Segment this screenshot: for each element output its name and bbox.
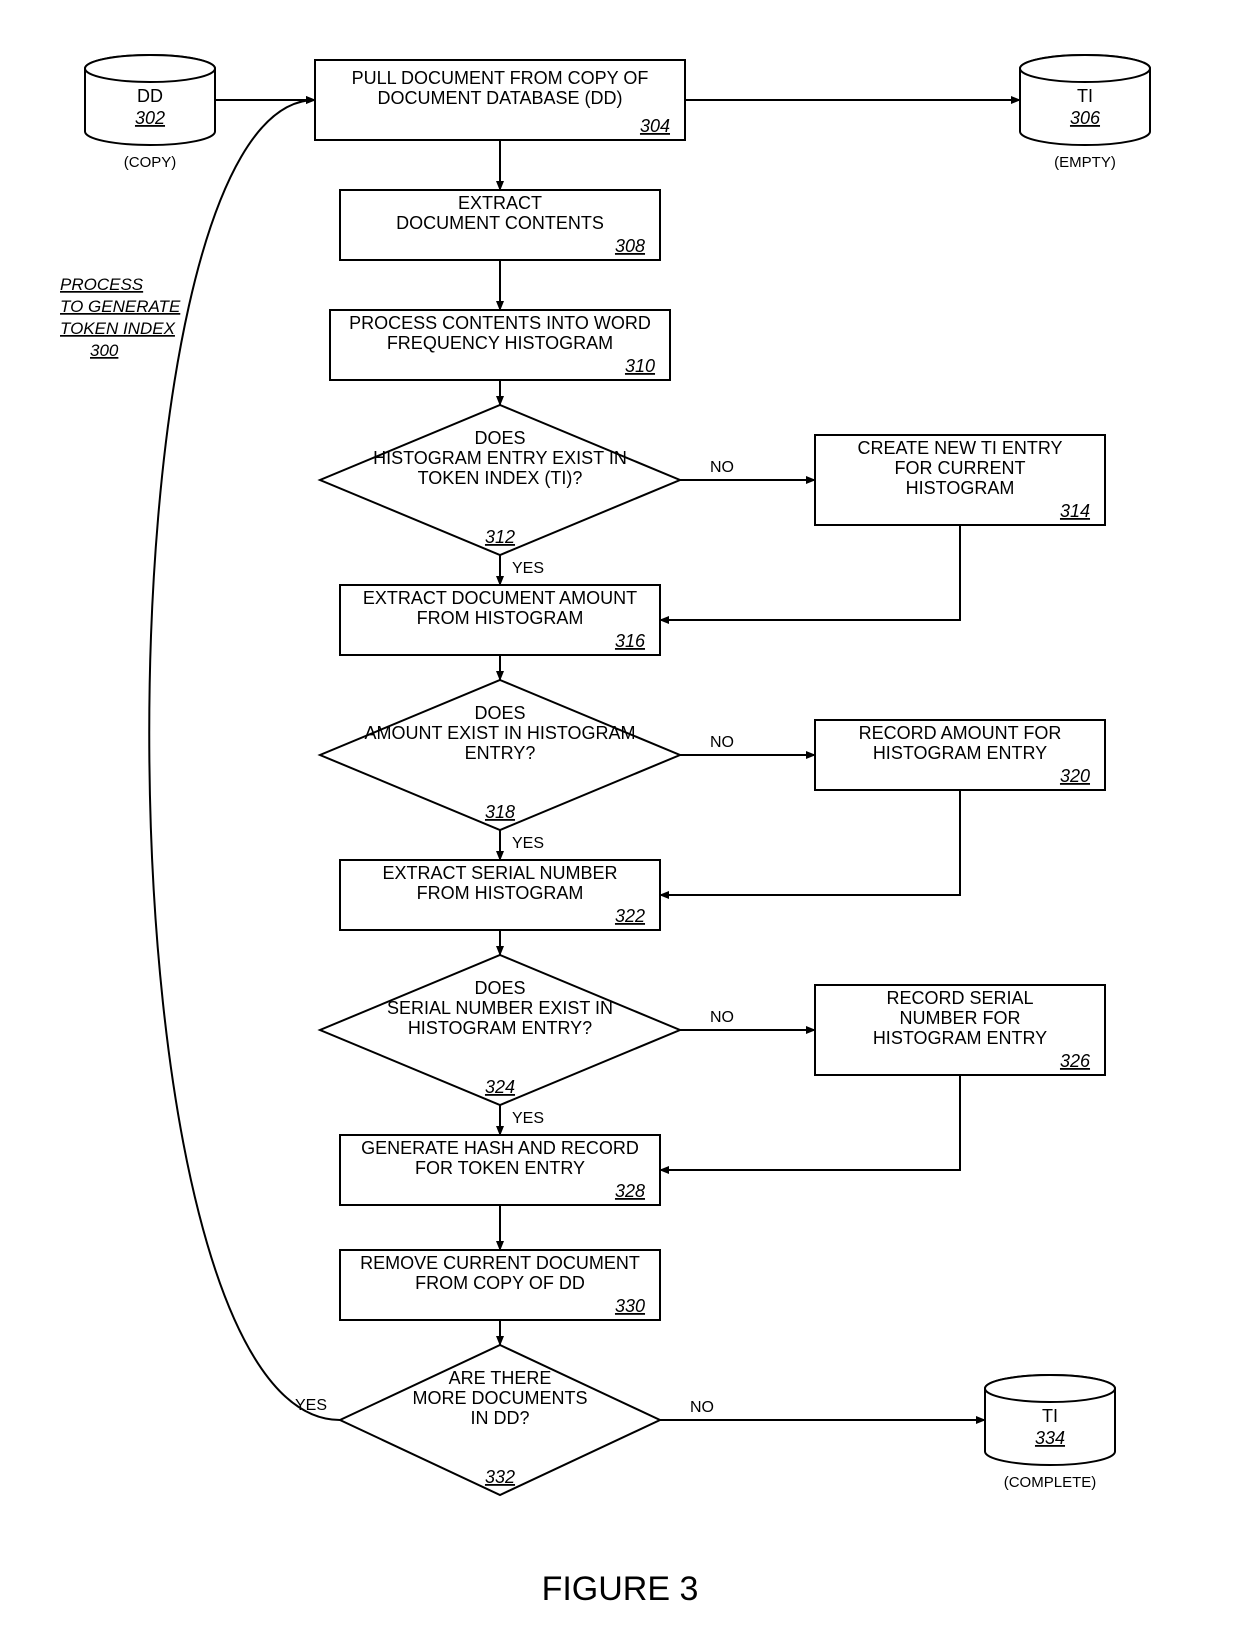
edge-label: NO [690,1399,714,1416]
node-text: HISTOGRAM [906,478,1015,498]
flowchart-canvas: DD302(COPY)PULL DOCUMENT FROM COPY OFDOC… [0,0,1240,1643]
node-308: EXTRACTDOCUMENT CONTENTS 308 [340,190,660,260]
node-text: REMOVE CURRENT DOCUMENT [360,1253,640,1273]
node-caption: (EMPTY) [1054,154,1116,171]
edge-label: NO [710,734,734,751]
node-text: TOKEN INDEX (TI)? [418,468,583,488]
edge-label: YES [512,560,544,577]
edge [660,1075,960,1170]
edge-label: YES [512,835,544,852]
edge [660,525,960,620]
ref-number: 304 [640,116,670,136]
node-text: FOR TOKEN ENTRY [415,1158,585,1178]
node-324: DOESSERIAL NUMBER EXIST INHISTOGRAM ENTR… [320,955,680,1105]
ref-number: 316 [615,631,646,651]
node-text: EXTRACT SERIAL NUMBER [382,863,617,883]
edge-label: YES [512,1110,544,1127]
nodes-layer: DD302(COPY)PULL DOCUMENT FROM COPY OFDOC… [85,55,1150,1495]
ref-number: 312 [485,527,515,547]
node-text: DOES [474,978,525,998]
node-text: DOCUMENT DATABASE (DD) [377,88,622,108]
node-330: REMOVE CURRENT DOCUMENTFROM COPY OF DD 33… [340,1250,660,1320]
process-title-line: PROCESS [60,275,144,294]
node-314: CREATE NEW TI ENTRYFOR CURRENTHISTOGRAM 3… [815,435,1105,525]
edge-label: NO [710,459,734,476]
node-text: RECORD SERIAL [886,988,1033,1008]
figure-label: FIGURE 3 [542,1570,699,1608]
node-328: GENERATE HASH AND RECORDFOR TOKEN ENTRY 3… [340,1135,660,1205]
node-text: FROM HISTOGRAM [417,883,584,903]
node-text: HISTOGRAM ENTRY EXIST IN [373,448,627,468]
node-312: DOESHISTOGRAM ENTRY EXIST INTOKEN INDEX … [320,405,680,555]
ref-number: 328 [615,1181,645,1201]
node-text: TI [1077,86,1093,106]
ref-number: 306 [1070,108,1101,128]
node-text: DOES [474,428,525,448]
edge-label: NO [710,1009,734,1026]
node-text: SERIAL NUMBER EXIST IN [387,998,613,1018]
node-text: DD [137,86,163,106]
node-326: RECORD SERIALNUMBER FORHISTOGRAM ENTRY 32… [815,985,1105,1075]
edge [660,790,960,895]
node-text: MORE DOCUMENTS [413,1388,588,1408]
ref-number: 320 [1060,766,1090,786]
ref-number: 324 [485,1077,515,1097]
ref-number: 332 [485,1467,515,1487]
edge-label: YES [295,1397,327,1414]
node-302: DD302 (COPY) [85,55,215,171]
process-title-line: TOKEN INDEX [60,319,176,338]
node-text: AMOUNT EXIST IN HISTOGRAM [364,723,635,743]
ref-number: 308 [615,236,645,256]
node-316: EXTRACT DOCUMENT AMOUNTFROM HISTOGRAM 316 [340,585,660,655]
node-text: NUMBER FOR [900,1008,1021,1028]
ref-number: 318 [485,802,515,822]
node-text: TI [1042,1406,1058,1426]
node-text: FROM COPY OF DD [415,1273,585,1293]
node-text: FROM HISTOGRAM [417,608,584,628]
node-text: PROCESS CONTENTS INTO WORD [349,313,651,333]
node-text: ARE THERE [449,1368,552,1388]
node-text: RECORD AMOUNT FOR [859,723,1062,743]
ref-number: 326 [1060,1051,1091,1071]
node-text: HISTOGRAM ENTRY? [408,1018,592,1038]
node-318: DOESAMOUNT EXIST IN HISTOGRAMENTRY? 318 [320,680,680,830]
process-title-ref: 300 [90,341,119,360]
node-306: TI306 (EMPTY) [1020,55,1150,171]
node-text: HISTOGRAM ENTRY [873,743,1047,763]
node-304: PULL DOCUMENT FROM COPY OFDOCUMENT DATAB… [315,60,685,140]
node-text: ENTRY? [465,743,536,763]
node-text: HISTOGRAM ENTRY [873,1028,1047,1048]
node-320: RECORD AMOUNT FORHISTOGRAM ENTRY 320 [815,720,1105,790]
node-322: EXTRACT SERIAL NUMBERFROM HISTOGRAM 322 [340,860,660,930]
node-310: PROCESS CONTENTS INTO WORDFREQUENCY HIST… [330,310,670,380]
node-text: GENERATE HASH AND RECORD [361,1138,639,1158]
node-text: DOES [474,703,525,723]
node-334: TI334 (COMPLETE) [985,1375,1115,1491]
process-title-line: TO GENERATE [60,297,181,316]
node-text: CREATE NEW TI ENTRY [857,438,1062,458]
node-text: FOR CURRENT [895,458,1026,478]
node-text: DOCUMENT CONTENTS [396,213,604,233]
node-text: FREQUENCY HISTOGRAM [387,333,613,353]
node-text: EXTRACT [458,193,542,213]
node-text: IN DD? [470,1408,529,1428]
ref-number: 302 [135,108,165,128]
ref-number: 314 [1060,501,1090,521]
node-caption: (COPY) [124,154,177,171]
ref-number: 330 [615,1296,645,1316]
ref-number: 310 [625,356,655,376]
node-text: PULL DOCUMENT FROM COPY OF [352,68,649,88]
ref-number: 334 [1035,1428,1065,1448]
node-332: ARE THEREMORE DOCUMENTSIN DD? 332 [340,1345,660,1495]
node-text: EXTRACT DOCUMENT AMOUNT [363,588,637,608]
ref-number: 322 [615,906,645,926]
node-caption: (COMPLETE) [1004,1474,1097,1491]
